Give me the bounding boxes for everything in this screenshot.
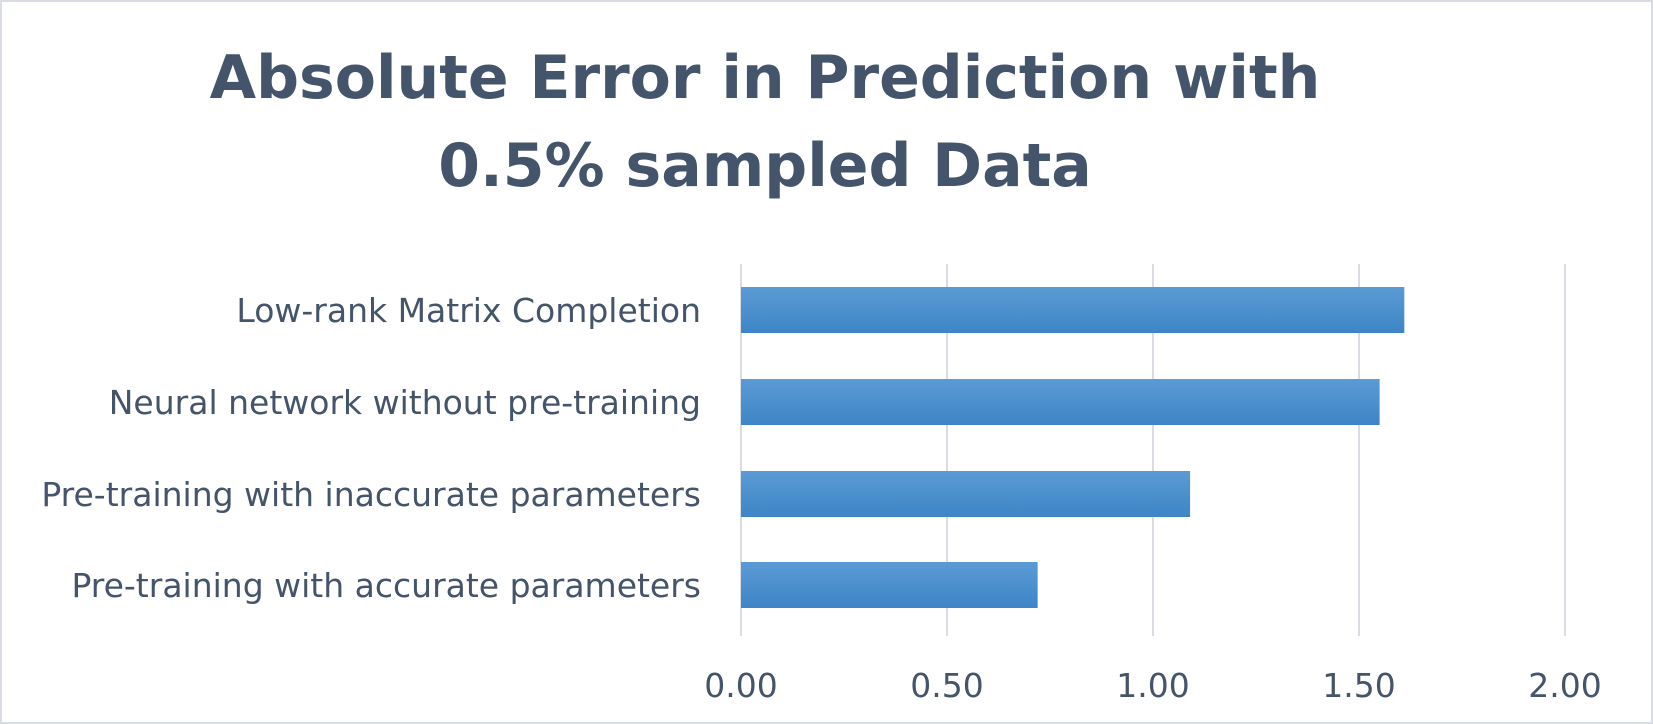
bar (741, 379, 1380, 425)
bar (741, 287, 1405, 333)
x-tick-label: 0.50 (910, 666, 983, 705)
category-label: Pre-training with inaccurate parameters (41, 475, 701, 514)
category-label: Pre-training with accurate parameters (71, 566, 701, 605)
category-label: Low-rank Matrix Completion (236, 291, 701, 330)
x-tick-label: 2.00 (1528, 666, 1601, 705)
bar (741, 471, 1191, 517)
x-tick-label: 1.00 (1116, 666, 1189, 705)
bar (741, 562, 1038, 608)
chart-title-box: Absolute Error in Prediction with 0.5% s… (0, 34, 1530, 210)
bars (741, 287, 1405, 608)
x-tick-labels: 0.00 0.50 1.00 1.50 2.00 (704, 666, 1601, 705)
category-label: Neural network without pre-training (109, 383, 701, 422)
x-tick-label: 0.00 (704, 666, 777, 705)
chart-title: Absolute Error in Prediction with 0.5% s… (209, 43, 1321, 201)
category-labels: Low-rank Matrix Completion Neural network… (41, 291, 701, 605)
x-tick-label: 1.50 (1322, 666, 1395, 705)
